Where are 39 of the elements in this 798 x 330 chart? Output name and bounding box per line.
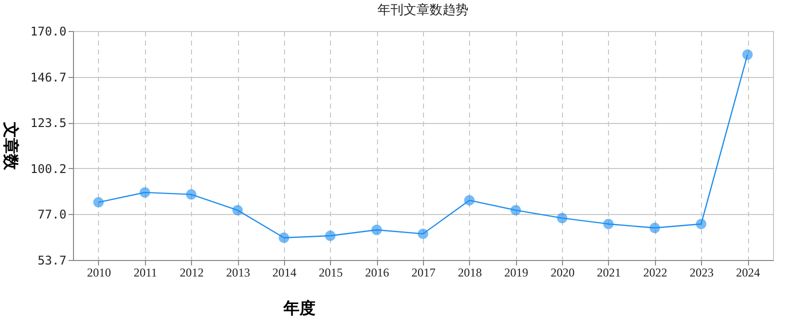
x-tick-label: 2013 (226, 266, 250, 280)
point (371, 224, 382, 236)
x-tick-label: 2021 (596, 266, 621, 280)
y-tick-label: 170.0 (30, 24, 66, 38)
point (556, 212, 568, 224)
point (232, 204, 243, 216)
y-tick-label: 123.5 (30, 116, 66, 130)
y-tick-label: 100.2 (30, 162, 66, 176)
y-tick-label: 77.0 (38, 208, 66, 222)
point (603, 218, 614, 230)
x-tick-label: 2022 (643, 266, 668, 280)
x-tick-label: 2017 (412, 266, 436, 280)
x-axis-title: 年度 (282, 298, 316, 318)
x-tick-label: 2015 (318, 266, 343, 280)
x-tick-label: 2020 (550, 266, 575, 280)
point (650, 222, 660, 234)
point (325, 230, 336, 242)
point (696, 218, 706, 230)
point (464, 195, 475, 206)
point (278, 232, 290, 243)
x-tick-label: 2023 (690, 266, 714, 280)
chart-title: 年刊文章数趋势 (378, 2, 468, 17)
point (510, 204, 521, 216)
point (93, 197, 104, 208)
x-tick-label: 2010 (86, 266, 111, 280)
point (186, 189, 196, 200)
point (742, 49, 753, 60)
y-axis-title: 文章数 (1, 121, 20, 171)
x-tick-label: 2012 (180, 266, 204, 280)
x-tick-label: 2016 (365, 266, 390, 280)
point (140, 187, 150, 198)
y-tick-label: 53.7 (38, 254, 66, 268)
x-tick-label: 2011 (134, 266, 158, 280)
x-tick-label: 2019 (504, 266, 528, 280)
point (418, 228, 428, 240)
x-tick-label: 2024 (736, 266, 760, 280)
x-tick-label: 2018 (458, 266, 482, 280)
x-tick-label: 2014 (272, 266, 296, 280)
y-tick-label: 146.7 (30, 70, 66, 84)
